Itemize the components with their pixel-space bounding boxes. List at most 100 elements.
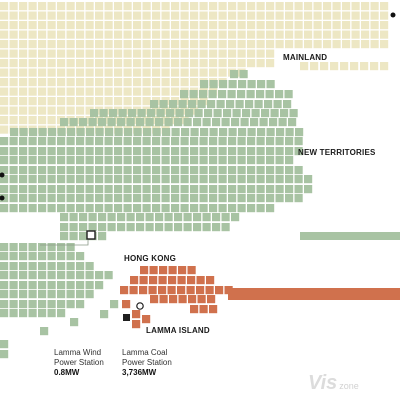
tile-mainland <box>218 21 227 30</box>
tile-west-islands <box>19 309 28 318</box>
tile-mainland <box>57 97 66 106</box>
tile-mainland <box>95 106 104 115</box>
tile-new-territories <box>294 194 303 203</box>
tile-new-territories <box>104 194 113 203</box>
tile-west-islands <box>47 281 56 290</box>
tile-mainland <box>123 106 132 115</box>
tile-new-territories <box>180 185 189 194</box>
tile-mainland <box>332 40 341 49</box>
tile-mainland <box>142 106 151 115</box>
tile-new-territories <box>171 185 180 194</box>
tile-new-territories <box>69 223 78 232</box>
tile-new-territories <box>117 118 126 127</box>
tile-new-territories <box>275 175 284 184</box>
tile-mainland <box>28 30 37 39</box>
label-mainland: MAINLAND <box>283 53 328 62</box>
tile-new-territories <box>304 185 313 194</box>
tile-west-islands <box>0 252 9 261</box>
tile-mainland <box>266 21 275 30</box>
tile-new-territories <box>98 118 107 127</box>
tile-hong-kong <box>207 295 216 304</box>
tile-mainland <box>142 2 151 11</box>
tile-new-territories <box>202 223 211 232</box>
tile-mainland <box>256 2 265 11</box>
tile-new-territories <box>266 128 275 137</box>
tile-new-territories <box>180 137 189 146</box>
tile-new-territories <box>199 137 208 146</box>
tile-new-territories <box>38 156 47 165</box>
tile-mainland <box>85 59 94 68</box>
tile-mainland <box>76 78 85 87</box>
tile-west-islands <box>38 300 47 309</box>
tile-mainland <box>95 40 104 49</box>
tile-mainland <box>237 40 246 49</box>
tile-mainland <box>350 62 359 71</box>
tile-mainland <box>19 2 28 11</box>
tile-new-territories <box>278 118 287 127</box>
tile-mainland <box>180 30 189 39</box>
tile-mainland <box>28 2 37 11</box>
tile-new-territories <box>209 204 218 213</box>
tile-mainland <box>85 106 94 115</box>
tile-new-territories <box>38 185 47 194</box>
tile-new-territories <box>152 137 161 146</box>
tile-mainland <box>76 106 85 115</box>
tile-new-territories <box>171 175 180 184</box>
tile-islet <box>70 318 79 327</box>
tile-mainland <box>114 78 123 87</box>
tile-new-territories <box>230 70 239 79</box>
tile-west-islands <box>38 281 47 290</box>
tile-mainland <box>85 78 94 87</box>
tile-new-territories <box>285 137 294 146</box>
tile-new-territories <box>57 204 66 213</box>
tile-mainland <box>370 11 379 20</box>
tile-new-territories <box>60 223 69 232</box>
tile-mainland <box>294 30 303 39</box>
tile-west-islands <box>19 290 28 299</box>
tile-mainland <box>104 97 113 106</box>
tile-new-territories <box>133 175 142 184</box>
tile-new-territories <box>199 90 208 99</box>
tile-mainland <box>9 30 18 39</box>
tile-mainland <box>76 68 85 77</box>
tile-mainland <box>313 2 322 11</box>
tile-mainland <box>190 40 199 49</box>
tile-new-territories <box>257 128 266 137</box>
tile-new-territories <box>126 118 135 127</box>
tile-mainland <box>161 30 170 39</box>
tile-new-territories <box>209 128 218 137</box>
edge-dot <box>390 12 396 18</box>
tile-mainland <box>95 87 104 96</box>
tile-new-territories <box>266 147 275 156</box>
tile-new-territories <box>104 137 113 146</box>
tile-new-territories <box>285 194 294 203</box>
tile-new-territories <box>152 166 161 175</box>
tile-new-territories <box>57 156 66 165</box>
tile-west-islands <box>47 262 56 271</box>
tile-new-territories <box>133 128 142 137</box>
tile-mainland <box>209 11 218 20</box>
tile-new-territories <box>76 147 85 156</box>
tile-mainland <box>133 68 142 77</box>
tile-mainland <box>0 125 9 134</box>
tile-mainland <box>133 49 142 58</box>
tile-new-territories <box>209 156 218 165</box>
tile-new-territories <box>256 204 265 213</box>
tile-mainland <box>266 2 275 11</box>
tile-west-islands <box>47 252 56 261</box>
tile-mainland <box>9 106 18 115</box>
tile-new-territories <box>251 109 260 118</box>
tile-mainland <box>180 59 189 68</box>
tile-west-islands <box>57 281 66 290</box>
tile-mainland <box>171 68 180 77</box>
tile-new-territories <box>76 137 85 146</box>
tile-new-territories <box>199 166 208 175</box>
tile-mainland <box>171 2 180 11</box>
tile-mainland <box>19 49 28 58</box>
tile-mainland <box>310 62 319 71</box>
tile-west-islands <box>28 252 37 261</box>
tile-mainland <box>190 2 199 11</box>
tile-mainland <box>47 78 56 87</box>
tile-mainland <box>275 11 284 20</box>
